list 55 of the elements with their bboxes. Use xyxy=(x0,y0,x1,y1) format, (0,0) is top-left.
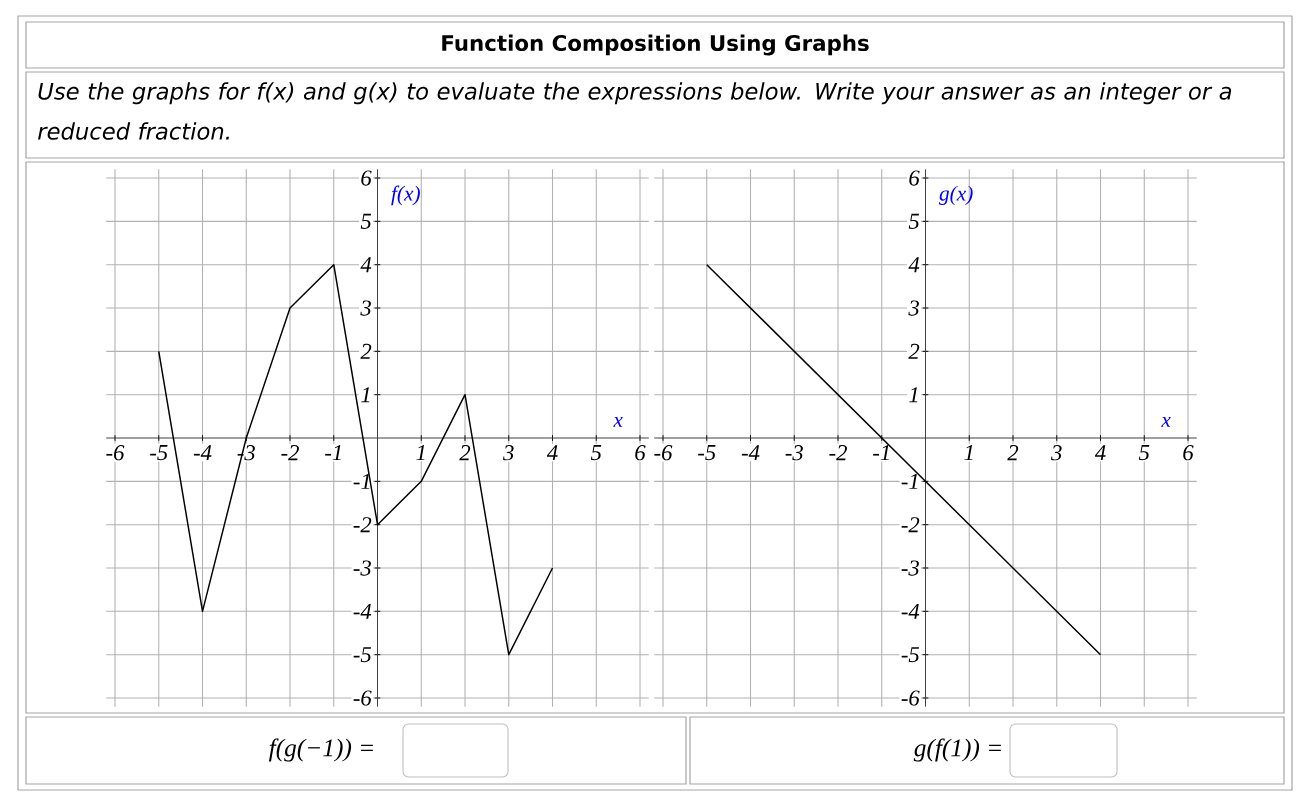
y-tick-label: -3 xyxy=(901,560,919,576)
y-tick-label: -5 xyxy=(353,647,372,663)
y-tick-label: 6 xyxy=(909,170,920,186)
x-tick-label: 2 xyxy=(459,445,471,461)
x-tick-label: 6 xyxy=(635,445,646,461)
y-tick-label: 2 xyxy=(908,343,920,359)
y-tick-label: 1 xyxy=(909,387,918,403)
x-tick-label: 3 xyxy=(503,445,514,461)
x-tick-label: 2 xyxy=(1007,445,1019,461)
y-tick-label: -2 xyxy=(353,517,372,533)
y-tick-label: -4 xyxy=(353,603,372,619)
y-tick-label: -2 xyxy=(901,517,920,533)
y-tick-label: -1 xyxy=(901,473,918,489)
y-axis-title: g(x) xyxy=(938,185,973,206)
y-tick-label: -6 xyxy=(353,690,372,706)
y-tick-label: 2 xyxy=(360,343,372,359)
x-tick-label: 4 xyxy=(546,445,558,461)
y-tick-label: -1 xyxy=(353,473,370,489)
x-tick-label: 5 xyxy=(1138,445,1150,461)
x-tick-label: -3 xyxy=(785,445,803,461)
x-tick-label: 4 xyxy=(1094,445,1106,461)
x-axis-title: x xyxy=(1161,417,1171,427)
y-tick-label: -6 xyxy=(901,690,920,706)
y-tick-label: 6 xyxy=(361,170,372,186)
x-tick-label: 5 xyxy=(590,445,602,461)
y-tick-label: -4 xyxy=(901,603,920,619)
x-tick-label: -5 xyxy=(150,445,168,461)
y-tick-label: 4 xyxy=(360,257,372,273)
x-tick-label: -6 xyxy=(654,445,673,461)
x-tick-label: -4 xyxy=(193,445,212,461)
x-tick-label: -6 xyxy=(106,445,125,461)
x-tick-label: -2 xyxy=(281,445,299,461)
x-tick-label: 6 xyxy=(1183,445,1194,461)
y-axis-title: f(x) xyxy=(391,185,420,206)
x-tick-label: 1 xyxy=(964,445,973,461)
y-tick-label: 3 xyxy=(360,300,371,316)
x-tick-label: -1 xyxy=(325,445,341,461)
chart-title: Function Composition Using Graphs xyxy=(442,34,869,56)
x-axis-title: x xyxy=(613,417,623,427)
text: f(g(−1)) = xyxy=(268,738,373,762)
y-tick-label: 5 xyxy=(360,213,372,229)
x-tick-label: -5 xyxy=(698,445,716,461)
chart-subtitle: Use the graphs for f(x) and g(x) to evaluate the expressions below. Write your answer as an integer or a reduced fraction. xyxy=(38,82,1232,140)
x-tick-label: -2 xyxy=(829,445,847,461)
y-tick-label: -5 xyxy=(901,647,920,663)
x-tick-label: 3 xyxy=(1051,445,1062,461)
x-tick-label: -4 xyxy=(741,445,760,461)
y-tick-label: 3 xyxy=(908,300,919,316)
y-tick-label: -3 xyxy=(353,560,371,576)
y-tick-label: 4 xyxy=(908,257,920,273)
text: g(f(1)) = xyxy=(913,738,1001,762)
y-tick-label: 1 xyxy=(361,387,370,403)
x-tick-label: 1 xyxy=(416,445,425,461)
y-tick-label: 5 xyxy=(908,213,920,229)
x-tick-label: -1 xyxy=(873,445,889,461)
